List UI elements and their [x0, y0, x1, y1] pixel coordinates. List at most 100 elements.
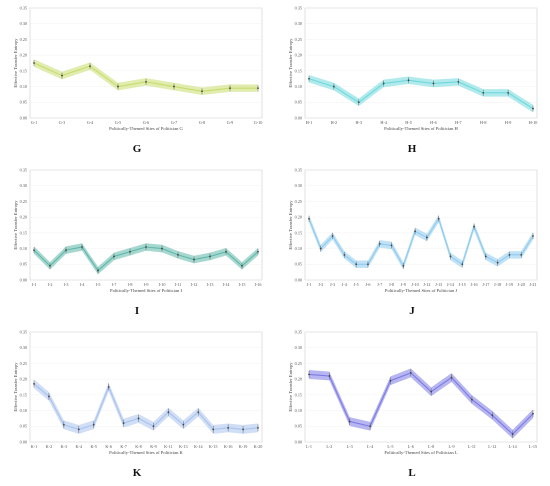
chart-l-data-point [308, 373, 310, 376]
chart-j-x-tick-label: J-18 [494, 282, 501, 287]
chart-l-data-point [430, 390, 433, 393]
chart-g-y-tick-label: 0.10 [20, 84, 27, 89]
chart-j-data-point [532, 235, 534, 237]
chart-h-y-tick-label: 0.35 [295, 5, 302, 10]
chart-h-y-tick-label: 0.25 [295, 37, 302, 42]
chart-k-y-tick-label: 0.35 [20, 329, 27, 334]
chart-h-x-axis-label: Politically-Themed Sites of Politician H [384, 126, 458, 131]
chart-h-data-point [482, 91, 485, 94]
chart-panel-i: 0.00 0.05 0.10 0.15 0.20 0.25 0.30 0.35 I-1 I-2 I-… [0, 162, 275, 324]
chart-j-y-tick-label: 0.20 [295, 215, 302, 220]
chart-l-x-tick-label: L-11 [468, 444, 476, 449]
chart-l-x-tick-label: L-3 [347, 444, 353, 449]
chart-i-data-point [241, 264, 243, 267]
chart-i-y-tick-label: 0.05 [20, 262, 27, 267]
chart-j-y-tick-label: 0.10 [295, 246, 302, 251]
chart-k-x-tick-label: K-9 [150, 444, 157, 449]
chart-j-x-tick-label: J-16 [470, 282, 477, 287]
chart-g-y-tick-label: 0.05 [20, 100, 27, 105]
chart-h-data-point [507, 91, 510, 94]
chart-l-x-tick-label: L-5 [387, 444, 393, 449]
chart-j-x-tick-label: J-10 [411, 282, 418, 287]
chart-j-data-point [319, 247, 322, 250]
chart-i-y-tick-label: 0.30 [20, 183, 27, 188]
chart-j-data-point [367, 263, 369, 266]
chart-i-x-tick-label: I-10 [159, 282, 166, 287]
chart-j-x-tick-label: J-14 [447, 282, 455, 287]
chart-i-x-tick-label: I-11 [175, 282, 182, 287]
chart-j-x-tick-label: J-15 [459, 282, 466, 287]
chart-h-y-tick-label: 0.00 [295, 115, 302, 120]
chart-i-x-tick-label: I-9 [144, 282, 149, 287]
chart-j-data-point [437, 217, 440, 220]
chart-j-x-tick-label: J-8 [389, 282, 394, 287]
chart-svg-i: 0.00 0.05 0.10 0.15 0.20 0.25 0.30 0.35 I-1 I-2 I-… [13, 167, 263, 317]
chart-k-x-tick-label: K-14 [194, 444, 204, 449]
chart-l-x-tick-label: L-9 [449, 444, 455, 449]
chart-k-y-tick-label: 0.05 [20, 424, 27, 429]
chart-k-x-axis-label: Politically-Themed Sites of Politician K [109, 450, 183, 455]
chart-h-series-line [308, 78, 534, 110]
chart-j-data-point [308, 217, 310, 220]
chart-panel-j: 0.00 0.05 0.10 0.15 0.20 0.25 0.30 0.35 J-1 J-2 J-… [275, 162, 550, 324]
chart-g-y-tick-label: 0.30 [20, 21, 27, 26]
chart-i-data-point [33, 249, 35, 252]
chart-i-x-tick-label: I-4 [80, 282, 86, 287]
chart-svg-l: 0.00 0.05 0.10 0.15 0.20 0.25 0.30 0.35 L-1 L-2 L-… [288, 329, 538, 479]
chart-l-y-tick-label: 0.30 [295, 345, 302, 350]
chart-k-x-tick-label: K-5 [90, 444, 97, 449]
chart-k-data-point [92, 423, 95, 426]
chart-g-error-band [34, 59, 258, 96]
chart-l-y-tick-label: 0.35 [295, 329, 302, 334]
chart-i-x-tick-label: I-7 [112, 282, 117, 287]
chart-g-x-tick-label: G-5 [115, 120, 122, 125]
chart-l-x-tick-label: L-2 [326, 444, 332, 449]
chart-k-data-point [77, 428, 80, 431]
chart-l-y-axis-label: Effective Transfer Entropy [288, 362, 293, 412]
chart-h-y-tick-label: 0.05 [295, 100, 302, 105]
chart-i-y-tick-label: 0.00 [20, 277, 27, 282]
chart-h-x-tick-label: H-10 [529, 120, 538, 125]
chart-k-data-point [137, 417, 140, 420]
chart-i-y-tick-label: 0.20 [20, 215, 27, 220]
chart-j-data-point [461, 263, 464, 266]
chart-j-y-tick-label: 0.25 [295, 199, 302, 204]
chart-h-data-point [357, 101, 360, 104]
chart-h-data-point [457, 80, 460, 83]
chart-i-data-point [177, 253, 179, 256]
chart-i-x-tick-label: I-3 [64, 282, 69, 287]
chart-j-x-tick-label: J-4 [342, 282, 348, 287]
chart-h-x-tick-label: H-9 [505, 120, 512, 125]
chart-k-x-tick-label: K-8 [135, 444, 142, 449]
chart-svg-g: 0.00 0.05 0.10 0.15 0.20 0.25 0.30 0.35 G-1 G-3 G-… [13, 5, 263, 155]
chart-j-x-tick-label: J-13 [435, 282, 442, 287]
chart-i-data-point [225, 250, 227, 253]
chart-g-x-tick-label: G-10 [254, 120, 263, 125]
chart-k-data-point [152, 425, 155, 428]
chart-l-x-tick-label: L-14 [509, 444, 518, 449]
chart-g-y-tick-label: 0.15 [20, 68, 27, 73]
chart-k-data-point [257, 426, 259, 429]
chart-g-data-point [229, 87, 231, 90]
chart-k-series-line [33, 383, 259, 431]
chart-k-x-tick-label: K-7 [120, 444, 127, 449]
chart-i-y-tick-label: 0.15 [20, 230, 27, 235]
chart-l-x-tick-label: L-4 [367, 444, 374, 449]
chart-g-y-tick-label: 0.25 [20, 37, 27, 42]
chart-j-y-tick-label: 0.15 [295, 230, 302, 235]
chart-l-x-tick-label: L-15 [529, 444, 537, 449]
chart-j-plot-frame [304, 169, 538, 281]
chart-k-y-axis-label: Effective Transfer Entropy [13, 362, 18, 412]
chart-i-x-tick-label: I-15 [239, 282, 246, 287]
chart-j-x-tick-label: J-20 [518, 282, 525, 287]
chart-k-x-tick-label: K-4 [76, 444, 83, 449]
chart-svg-k: 0.00 0.05 0.10 0.15 0.20 0.25 0.30 0.35 K-1 K-2 K-… [13, 329, 262, 479]
chart-k-data-point [212, 428, 215, 431]
chart-l-x-tick-label: L-1 [306, 444, 312, 449]
chart-i-x-tick-label: I-5 [96, 282, 101, 287]
chart-l-y-tick-label: 0.25 [295, 361, 302, 366]
chart-h-data-point [532, 107, 534, 110]
chart-g-x-tick-label: G-3 [59, 120, 66, 125]
chart-j-data-point [496, 261, 499, 264]
chart-i-data-point [193, 258, 195, 261]
